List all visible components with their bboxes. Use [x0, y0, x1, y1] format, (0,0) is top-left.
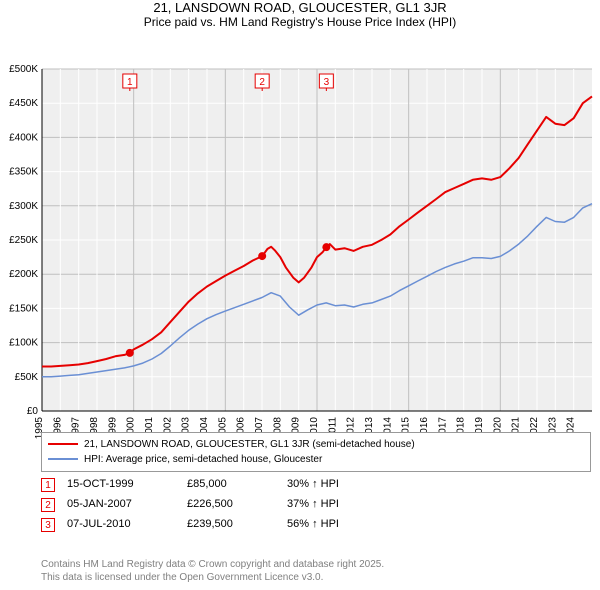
svg-text:2: 2 — [259, 77, 265, 88]
event-date: 05-JAN-2007 — [67, 498, 187, 510]
marker-badge: 2 — [41, 498, 55, 512]
price-event-row: 3 07-JUL-2010£239,50056% ↑ HPI — [41, 518, 591, 532]
legend-swatch — [48, 443, 78, 445]
svg-text:£250K: £250K — [9, 235, 38, 246]
price-event-row: 1 15-OCT-1999£85,00030% ↑ HPI — [41, 478, 591, 492]
marker-badge: 3 — [41, 518, 55, 532]
attribution-line: This data is licensed under the Open Gov… — [41, 571, 384, 584]
svg-text:£100K: £100K — [9, 338, 38, 349]
svg-text:£400K: £400K — [9, 132, 38, 143]
chart-subtitle: Price paid vs. HM Land Registry's House … — [0, 15, 600, 29]
chart-container: 21, LANSDOWN ROAD, GLOUCESTER, GL1 3JR P… — [0, 0, 600, 590]
legend-label: HPI: Average price, semi-detached house,… — [84, 454, 322, 465]
price-event-row: 2 05-JAN-2007£226,50037% ↑ HPI — [41, 498, 591, 512]
event-amount: £85,000 — [187, 478, 287, 490]
svg-text:£0: £0 — [27, 406, 39, 417]
event-amount: £226,500 — [187, 498, 287, 510]
svg-text:£350K: £350K — [9, 167, 38, 178]
svg-text:£200K: £200K — [9, 269, 38, 280]
event-date: 15-OCT-1999 — [67, 478, 187, 490]
marker-badge: 1 — [41, 478, 55, 492]
event-diff: 56% ↑ HPI — [287, 518, 339, 530]
legend: 21, LANSDOWN ROAD, GLOUCESTER, GL1 3JR (… — [41, 432, 591, 472]
svg-text:£450K: £450K — [9, 98, 38, 109]
svg-text:3: 3 — [324, 77, 330, 88]
legend-item: HPI: Average price, semi-detached house,… — [48, 452, 584, 467]
chart-title: 21, LANSDOWN ROAD, GLOUCESTER, GL1 3JR — [0, 0, 600, 15]
event-diff: 30% ↑ HPI — [287, 478, 339, 490]
price-events-table: 1 15-OCT-1999£85,00030% ↑ HPI 2 05-JAN-2007… — [41, 478, 591, 538]
legend-swatch — [48, 458, 78, 460]
svg-text:£300K: £300K — [9, 201, 38, 212]
legend-item: 21, LANSDOWN ROAD, GLOUCESTER, GL1 3JR (… — [48, 437, 584, 452]
event-date: 07-JUL-2010 — [67, 518, 187, 530]
svg-text:£50K: £50K — [15, 372, 39, 383]
svg-text:1: 1 — [127, 77, 133, 88]
legend-label: 21, LANSDOWN ROAD, GLOUCESTER, GL1 3JR (… — [84, 439, 415, 450]
attribution-text: Contains HM Land Registry data © Crown c… — [41, 558, 384, 584]
event-diff: 37% ↑ HPI — [287, 498, 339, 510]
line-chart: £0 £50K £100K £150K £200K £250K £300K £350K £400… — [0, 29, 600, 459]
event-amount: £239,500 — [187, 518, 287, 530]
attribution-line: Contains HM Land Registry data © Crown c… — [41, 558, 384, 571]
svg-text:£150K: £150K — [9, 303, 38, 314]
svg-text:£500K: £500K — [9, 64, 38, 75]
